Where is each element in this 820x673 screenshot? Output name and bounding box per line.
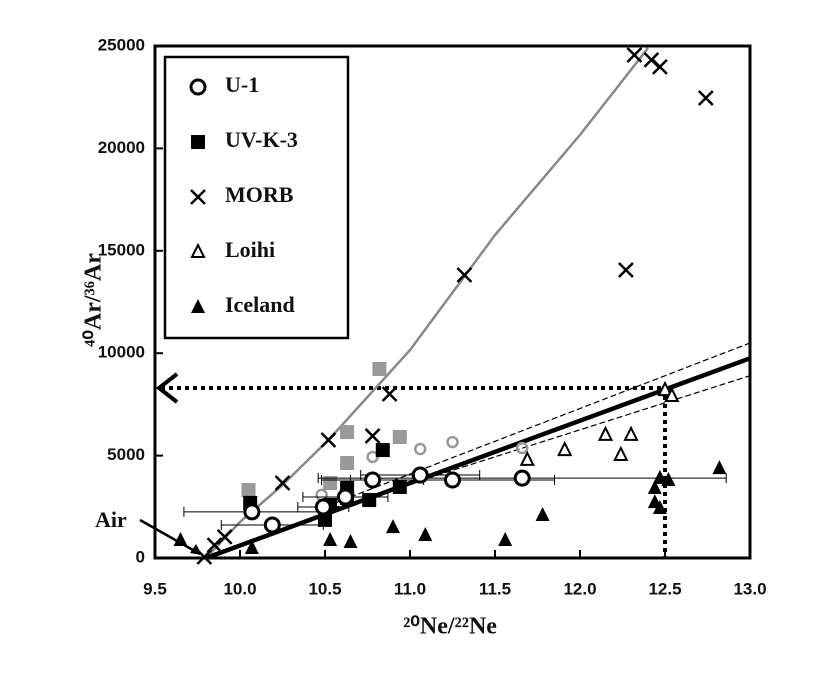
point <box>626 47 643 63</box>
y-tick-label: 0 <box>136 547 145 566</box>
point <box>618 262 634 278</box>
point <box>372 361 387 376</box>
point <box>375 443 390 458</box>
point <box>647 479 662 494</box>
x-tick-label: 13.0 <box>733 579 766 598</box>
point <box>173 531 188 546</box>
point <box>418 527 433 542</box>
point <box>657 380 673 397</box>
point <box>364 428 381 444</box>
point <box>216 529 233 545</box>
point <box>413 442 427 456</box>
point <box>364 471 382 489</box>
point <box>386 519 400 534</box>
legend-marker <box>190 189 206 205</box>
point <box>392 429 407 444</box>
point <box>392 479 407 494</box>
legend-box <box>163 55 350 340</box>
legend-label: UV-K-3 <box>225 127 298 152</box>
legend-marker <box>189 78 207 96</box>
point <box>206 537 223 553</box>
point <box>444 471 461 489</box>
legend-label: Iceland <box>225 292 295 317</box>
guide-arrow <box>155 372 179 404</box>
y-tick-label: 15000 <box>98 240 145 259</box>
legend-marker <box>191 299 205 313</box>
point <box>623 425 639 441</box>
point <box>274 475 291 491</box>
x-tick-label: 11.5 <box>479 579 511 598</box>
legend-label: MORB <box>225 182 294 207</box>
point <box>244 539 259 554</box>
y-tick-label: 20000 <box>98 138 145 157</box>
legend-marker <box>191 135 205 149</box>
x-axis-title: ²⁰Ne/²²Ne <box>403 614 497 640</box>
legend-marker <box>190 242 206 258</box>
point <box>597 425 614 441</box>
plot-frame <box>153 44 752 560</box>
point <box>340 455 355 470</box>
point <box>652 59 668 75</box>
point <box>515 441 529 455</box>
point <box>343 534 358 549</box>
annotation: Air <box>95 507 127 532</box>
point <box>446 435 459 449</box>
y-tick-label: 5000 <box>107 445 145 464</box>
y-axis-title: ⁴⁰Ar/³⁶Ar <box>81 253 107 347</box>
x-tick-label: 12.0 <box>563 579 596 598</box>
point <box>340 425 355 440</box>
point <box>513 469 531 487</box>
y-tick-label: 10000 <box>98 343 145 362</box>
legend-label: Loihi <box>225 237 275 262</box>
point <box>519 450 535 466</box>
point <box>557 440 573 457</box>
point <box>381 386 398 402</box>
point <box>263 516 281 534</box>
point <box>314 498 332 516</box>
point <box>362 493 377 508</box>
point <box>697 90 714 106</box>
point <box>241 483 256 498</box>
x-tick-label: 9.5 <box>143 579 167 598</box>
point <box>323 531 338 546</box>
x-tick-label: 12.5 <box>648 579 681 598</box>
point <box>456 267 473 283</box>
point <box>318 512 332 527</box>
point <box>652 500 667 515</box>
annotation-arrow-head <box>190 544 202 555</box>
point <box>613 445 629 461</box>
point <box>498 531 513 546</box>
point <box>712 460 727 475</box>
x-tick-label: 10.5 <box>308 579 341 598</box>
point <box>664 386 680 403</box>
x-tick-label: 11.0 <box>394 579 426 598</box>
point <box>535 506 550 521</box>
point <box>336 488 354 506</box>
y-tick-label: 25000 <box>98 35 145 54</box>
point <box>411 466 429 484</box>
point <box>320 432 337 448</box>
x-tick-label: 10.0 <box>223 579 256 598</box>
point <box>652 469 667 484</box>
point <box>661 471 676 486</box>
annotation-arrow <box>139 518 201 556</box>
point <box>243 503 261 521</box>
legend-label: U-1 <box>225 72 259 97</box>
